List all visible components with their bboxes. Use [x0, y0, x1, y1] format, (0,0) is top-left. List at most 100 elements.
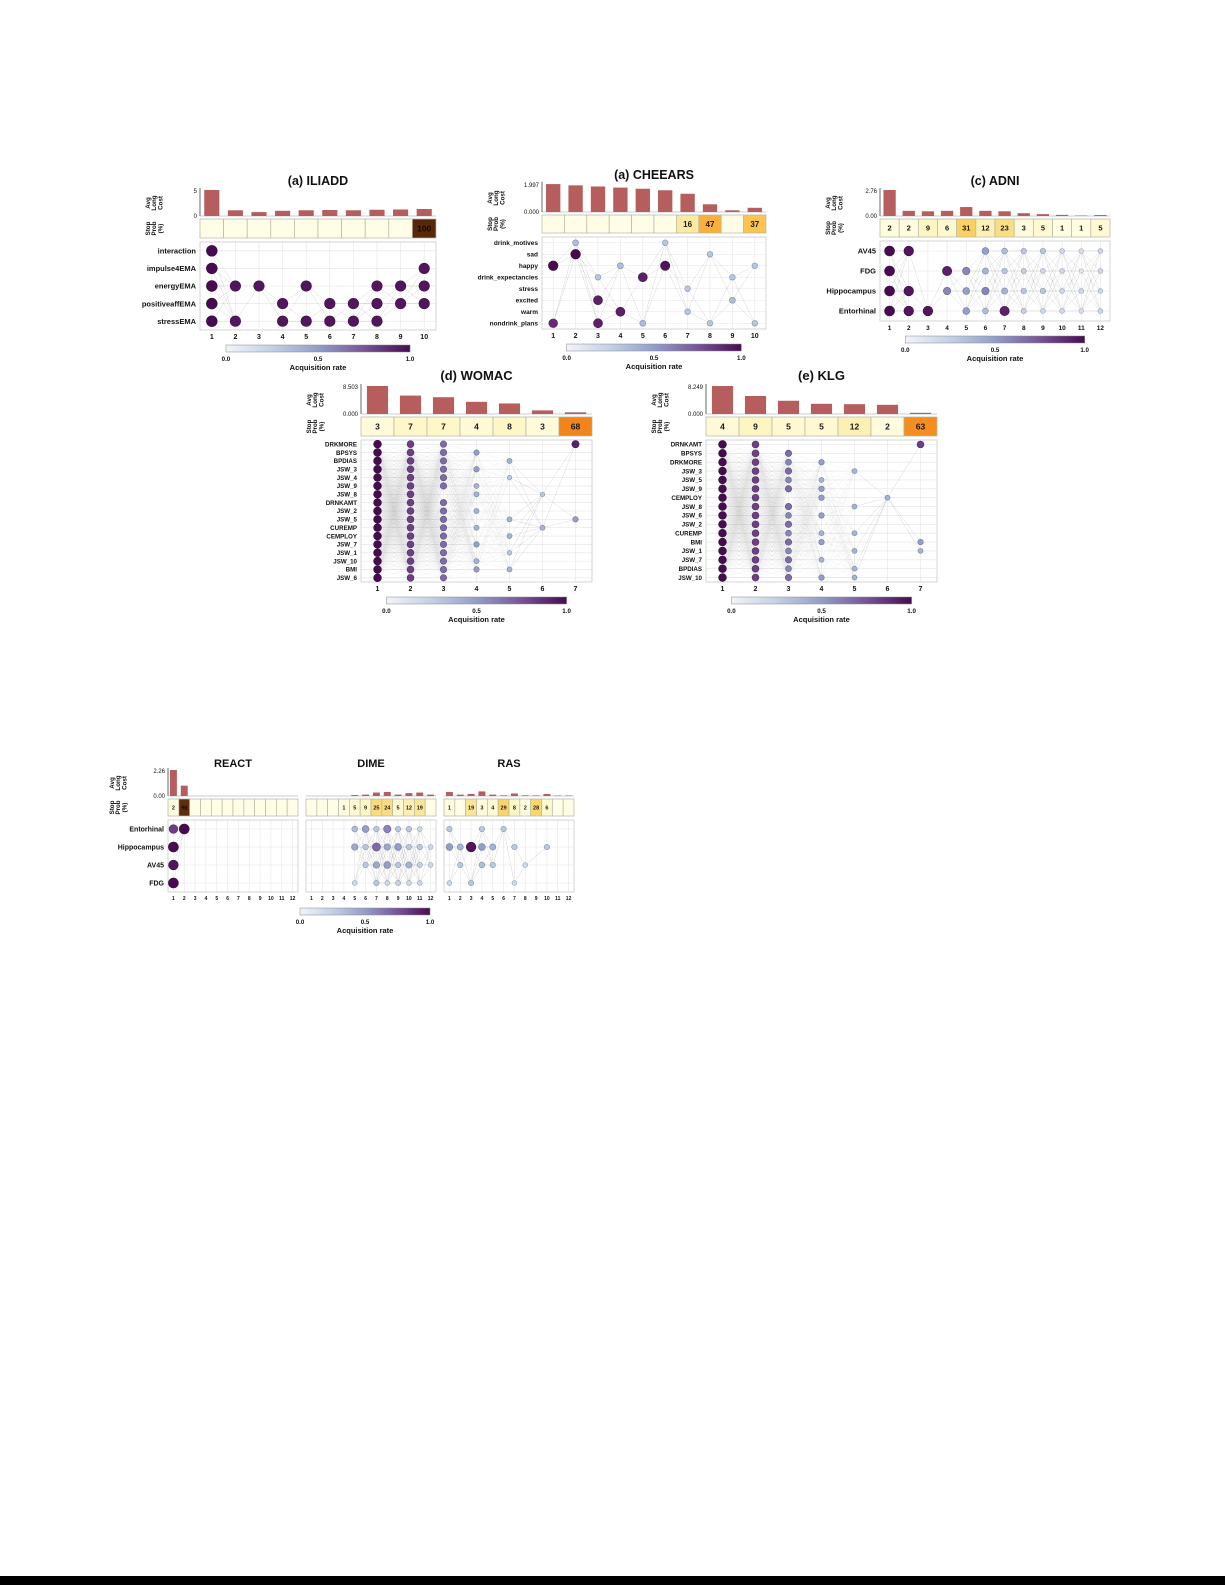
svg-text:2: 2: [183, 896, 186, 902]
svg-text:0.0: 0.0: [901, 347, 910, 354]
svg-text:12: 12: [428, 896, 434, 902]
svg-text:12: 12: [290, 896, 296, 902]
svg-text:StopProb(%): StopProb(%): [109, 800, 129, 814]
svg-text:happy: happy: [519, 263, 539, 270]
svg-text:3: 3: [257, 334, 261, 341]
svg-text:4: 4: [474, 422, 479, 432]
svg-text:StopProb(%): StopProb(%): [306, 419, 326, 433]
svg-text:0.000: 0.000: [688, 412, 704, 418]
svg-text:3: 3: [375, 422, 380, 432]
acquisition-rate-colorbar: 0.0 0.5 1.0 Acquisition rate: [727, 596, 916, 624]
svg-text:Acquisition rate: Acquisition rate: [290, 363, 347, 372]
panel-title-womac: (d) WOMAC: [440, 368, 513, 383]
svg-text:1.0: 1.0: [907, 608, 916, 615]
svg-text:0.5: 0.5: [472, 608, 481, 615]
svg-text:CUREMP: CUREMP: [675, 530, 702, 537]
svg-text:DRKMORE: DRKMORE: [670, 459, 702, 466]
svg-text:8: 8: [513, 805, 516, 811]
svg-text:5: 5: [786, 422, 791, 432]
svg-text:stressEMA: stressEMA: [157, 317, 196, 326]
svg-text:11: 11: [1078, 325, 1085, 332]
stop-prob-row: 3 7 7 4 8 3 68: [360, 416, 593, 437]
svg-text:BMI: BMI: [691, 539, 703, 546]
svg-text:1.0: 1.0: [562, 608, 571, 615]
svg-text:3: 3: [787, 586, 791, 593]
svg-text:29: 29: [501, 805, 507, 811]
svg-text:9: 9: [730, 333, 734, 340]
svg-text:1: 1: [342, 805, 345, 811]
svg-text:DRKMORE: DRKMORE: [325, 441, 357, 448]
svg-text:nondrink_plans: nondrink_plans: [490, 321, 539, 328]
svg-text:2: 2: [907, 224, 911, 233]
svg-text:11: 11: [555, 896, 561, 902]
svg-text:JSW_3: JSW_3: [682, 468, 703, 475]
svg-text:4: 4: [343, 896, 346, 902]
svg-text:10: 10: [406, 896, 412, 902]
svg-text:Acquisition rate: Acquisition rate: [448, 615, 505, 624]
svg-text:47: 47: [706, 220, 715, 229]
svg-text:drink_motives: drink_motives: [494, 240, 538, 247]
svg-text:100: 100: [417, 224, 431, 234]
svg-text:0.5: 0.5: [361, 919, 370, 926]
svg-text:1: 1: [448, 805, 451, 811]
svg-text:1.997: 1.997: [524, 183, 540, 189]
svg-text:1.0: 1.0: [426, 919, 435, 926]
dot-grid: [541, 236, 767, 330]
svg-text:2: 2: [574, 333, 578, 340]
svg-text:1: 1: [888, 325, 892, 332]
svg-text:1: 1: [1079, 224, 1083, 233]
svg-text:10: 10: [420, 334, 428, 341]
svg-text:AV45: AV45: [858, 247, 876, 256]
svg-text:0.5: 0.5: [650, 355, 659, 362]
svg-text:4: 4: [618, 333, 622, 340]
svg-text:7: 7: [1003, 325, 1007, 332]
svg-text:BPDIAS: BPDIAS: [334, 458, 357, 465]
svg-text:1: 1: [172, 896, 175, 902]
svg-text:energyEMA: energyEMA: [155, 282, 197, 291]
svg-text:DRNKAMT: DRNKAMT: [326, 500, 357, 507]
svg-text:Hippocampus: Hippocampus: [826, 287, 876, 296]
svg-text:19: 19: [468, 805, 474, 811]
svg-text:AvgLongCost: AvgLongCost: [825, 195, 845, 210]
stop-prob-row: 2 2 9 6 31 12 23 3 5 1 1 5: [879, 218, 1111, 238]
stop-prob-row: 16 47 37: [541, 214, 767, 234]
avg-long-cost-bars: [883, 190, 1107, 216]
svg-text:CUREMP: CUREMP: [330, 525, 357, 532]
dot-grid: [167, 819, 299, 893]
acquisition-rate-colorbar: 0.0 0.5 1.0 Acquisition rate: [222, 344, 415, 372]
svg-text:7: 7: [441, 422, 446, 432]
svg-text:5: 5: [215, 896, 218, 902]
avg-long-cost-bars: [366, 386, 587, 414]
svg-text:6: 6: [502, 896, 505, 902]
svg-text:5: 5: [304, 334, 308, 341]
svg-text:0.0: 0.0: [296, 919, 305, 926]
svg-text:AvgLongCost: AvgLongCost: [651, 392, 671, 407]
chart-iliadd: AvgLongCost StopProb(%) 5 0 100 interaction im…: [142, 188, 437, 372]
svg-text:19: 19: [417, 805, 423, 811]
svg-text:0.0: 0.0: [382, 608, 391, 615]
svg-text:1.0: 1.0: [1080, 347, 1089, 354]
svg-text:2: 2: [907, 325, 911, 332]
svg-text:4: 4: [481, 896, 484, 902]
stop-prob-row: 2 98: [167, 798, 299, 817]
avg-long-cost-bars: [546, 184, 762, 212]
svg-text:JSW_5: JSW_5: [682, 477, 703, 484]
svg-text:StopProb(%): StopProb(%): [487, 217, 507, 231]
svg-text:5: 5: [353, 896, 356, 902]
panel-title-klg: (e) KLG: [798, 368, 845, 383]
svg-text:2.76: 2.76: [865, 189, 877, 195]
svg-text:CEMPLOY: CEMPLOY: [671, 495, 702, 502]
panel-title-react: REACT: [214, 758, 252, 770]
svg-text:1: 1: [210, 334, 214, 341]
svg-text:drink_expectancies: drink_expectancies: [478, 275, 539, 282]
svg-text:AvgLongCost: AvgLongCost: [487, 190, 507, 205]
svg-text:warm: warm: [520, 309, 538, 316]
svg-text:16: 16: [683, 220, 692, 229]
page-bottom-border: [0, 1576, 1225, 1585]
avg-long-cost-bars: [711, 385, 932, 414]
chart-svg-womac: AvgLongCost StopProb(%) 8.503 0.000 3 7 7 4 8 3 68…: [306, 384, 593, 624]
svg-text:stress: stress: [519, 286, 539, 293]
